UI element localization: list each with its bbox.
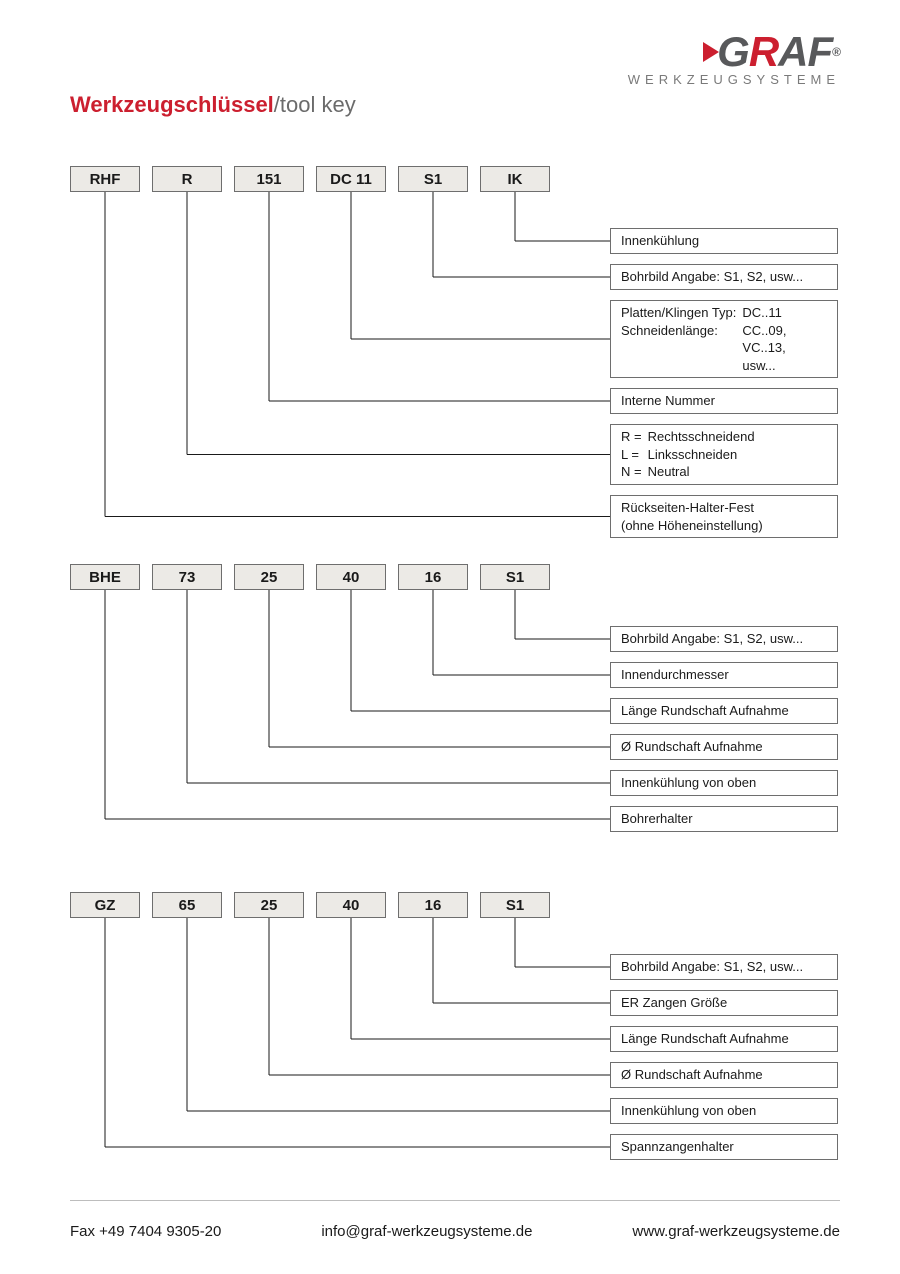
connectors (70, 166, 830, 558)
page-title: Werkzeugschlüssel/tool key (70, 92, 356, 118)
page: GRAF® WERKZEUGSYSTEME Werkzeugschlüssel/… (0, 0, 900, 1274)
footer-email: info@graf-werkzeugsysteme.de (321, 1223, 532, 1240)
logo-word: GRAF® (703, 28, 840, 76)
trademark-icon: ® (832, 45, 840, 59)
footer-rule (70, 1200, 840, 1201)
logo-letter-r: R (749, 28, 778, 76)
logo-subtitle: WERKZEUGSYSTEME (628, 72, 840, 87)
logo-letter-g: G (717, 28, 749, 76)
diagram-bhe: BHE73254016S1Bohrbild Angabe: S1, S2, us… (70, 564, 830, 852)
connectors (70, 892, 830, 1180)
title-sub: /tool key (274, 92, 356, 117)
diagram-rhf: RHFR151DC 11S1IKInnenkühlungBohrbild Ang… (70, 166, 830, 558)
logo: GRAF® WERKZEUGSYSTEME (628, 28, 840, 87)
footer-fax: Fax +49 7404 9305-20 (70, 1223, 221, 1240)
logo-letter-af: AF (778, 28, 832, 76)
connectors (70, 564, 830, 852)
title-main: Werkzeugschlüssel (70, 92, 274, 117)
footer-web: www.graf-werkzeugsysteme.de (632, 1223, 840, 1240)
diagram-gz: GZ65254016S1Bohrbild Angabe: S1, S2, usw… (70, 892, 830, 1180)
footer: Fax +49 7404 9305-20 info@graf-werkzeugs… (70, 1223, 840, 1240)
